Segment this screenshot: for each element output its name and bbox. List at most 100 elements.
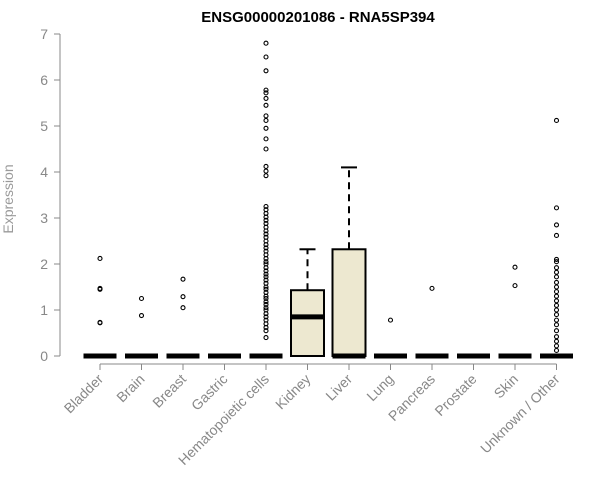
outlier-point (97, 255, 103, 262)
y-tick-label: 4 (40, 164, 48, 180)
outlier-point (263, 317, 269, 323)
outlier-point (263, 136, 269, 142)
box-group (374, 317, 407, 359)
outlier-point (553, 307, 560, 313)
outlier-point (180, 305, 186, 311)
x-tick-label: Lung (363, 371, 396, 404)
y-tick-label: 1 (40, 302, 48, 318)
y-tick-label: 5 (40, 118, 48, 134)
outlier-point (553, 269, 560, 275)
x-tick-label: Unknown / Other (477, 371, 563, 457)
outlier-point (263, 280, 269, 286)
outlier-point (553, 265, 560, 271)
outlier-point (512, 283, 518, 289)
outlier-point (263, 234, 269, 240)
outlier-point (263, 289, 269, 296)
outlier-point (263, 54, 269, 60)
outlier-point (263, 261, 269, 267)
outlier-point (553, 343, 560, 349)
outlier-point (263, 248, 269, 254)
box-group (125, 295, 158, 359)
outlier-point (553, 284, 560, 290)
boxes (83, 40, 573, 359)
outlier-point (512, 264, 518, 270)
outlier-point (263, 328, 269, 334)
outlier-point (263, 274, 269, 280)
box-group (415, 285, 449, 359)
x-tick-label: Skin (491, 371, 522, 402)
outlier-point (553, 293, 560, 299)
outlier-point (263, 295, 269, 302)
outlier-point (263, 245, 269, 251)
outlier-point (263, 259, 269, 265)
x-tick-label: Prostate (431, 371, 479, 419)
outlier-point (387, 317, 394, 323)
box-group (166, 276, 200, 359)
outlier-point (553, 298, 560, 304)
outlier-point (263, 102, 269, 108)
y-tick-label: 6 (40, 72, 48, 88)
box-group (540, 117, 573, 359)
outlier-point (553, 232, 560, 239)
y-tick-label: 0 (40, 348, 48, 364)
outlier-point (553, 347, 560, 354)
x-tick-label: Liver (322, 371, 355, 404)
outlier-point (263, 40, 269, 46)
outlier-point (553, 117, 560, 124)
chart-title: ENSG00000201086 - RNA5SP394 (201, 9, 435, 26)
outlier-point (263, 335, 269, 341)
outlier-point (263, 305, 269, 311)
outlier-point (263, 220, 269, 227)
outlier-point (263, 117, 269, 124)
outlier-point (263, 301, 269, 308)
outlier-point (263, 163, 269, 170)
outlier-point (553, 222, 560, 228)
outlier-point (553, 289, 560, 295)
y-tick-label: 3 (40, 210, 48, 226)
axes: 0 1 2 3 4 5 6 7 (40, 26, 557, 370)
outlier-point (263, 146, 269, 152)
x-tick-label: Kidney (272, 371, 314, 413)
outlier-point (263, 95, 269, 101)
outlier-point (553, 279, 560, 285)
outlier-point (553, 274, 560, 280)
outlier-point (138, 295, 145, 302)
outlier-point (138, 312, 145, 319)
outlier-point (553, 317, 560, 323)
x-tick-label: Breast (149, 371, 189, 411)
outlier-point (263, 271, 269, 277)
x-tick-label: Bladder (61, 371, 107, 417)
outlier-point (553, 205, 560, 211)
outlier-point (553, 334, 560, 340)
outlier-point (553, 302, 560, 308)
outlier-point (263, 68, 269, 74)
outlier-point (263, 231, 269, 237)
y-tick-label: 2 (40, 256, 48, 272)
outlier-point (263, 203, 269, 210)
outlier-point (263, 87, 269, 93)
outlier-point (263, 268, 269, 274)
outlier-point (263, 217, 269, 223)
box-group (83, 255, 117, 359)
box-group (290, 248, 325, 357)
outlier-point (553, 259, 560, 265)
outlier-point (97, 319, 103, 325)
box-group (249, 40, 283, 359)
outlier-point (553, 338, 560, 344)
outlier-point (97, 285, 103, 291)
outlier-point (263, 307, 269, 313)
outlier-point (263, 299, 269, 305)
box-rect (290, 289, 325, 357)
box-rect (331, 248, 367, 357)
outlier-point (263, 113, 269, 119)
outlier-point (263, 90, 269, 96)
outlier-point (263, 277, 269, 283)
box-group (331, 166, 367, 359)
y-axis-label: Expression (0, 164, 16, 233)
outlier-point (263, 207, 269, 213)
outlier-point (553, 256, 560, 262)
outlier-point (263, 168, 269, 174)
